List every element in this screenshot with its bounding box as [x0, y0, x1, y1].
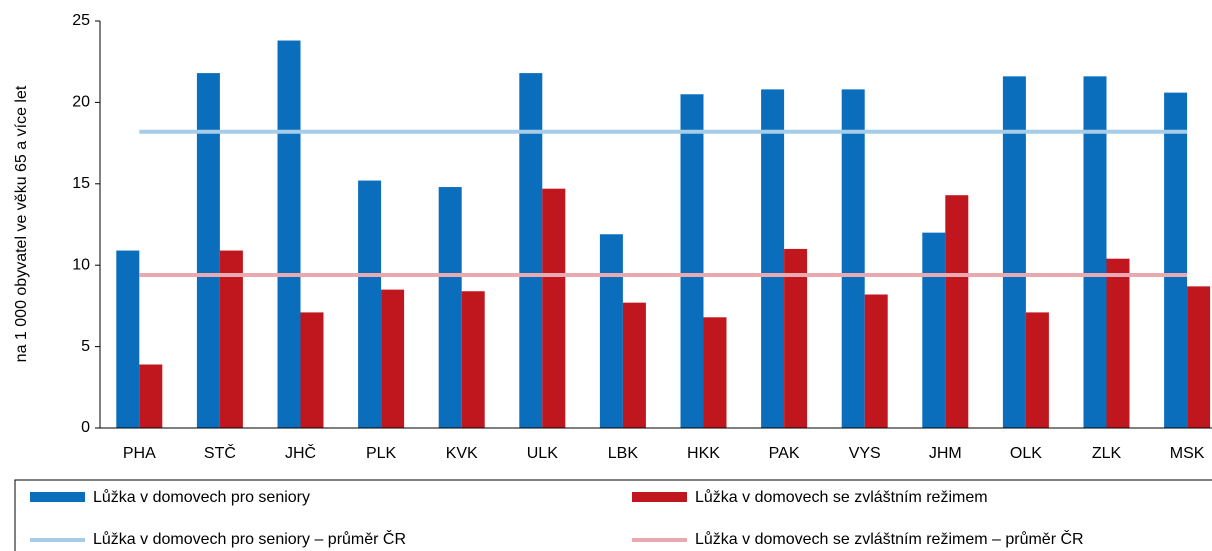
x-tick-label: KVK	[446, 445, 478, 462]
bar	[1187, 286, 1211, 428]
bar	[542, 188, 566, 428]
bar	[784, 248, 808, 428]
bar	[300, 312, 324, 428]
x-tick-label: JHČ	[285, 443, 316, 462]
bar	[864, 294, 888, 428]
bar	[922, 232, 946, 428]
bar	[680, 94, 704, 428]
y-tick-label: 10	[72, 256, 90, 273]
x-tick-label: ULK	[527, 445, 558, 462]
x-tick-label: OLK	[1010, 445, 1042, 462]
x-tick-label: VYS	[849, 445, 881, 462]
y-tick-label: 25	[72, 12, 90, 29]
bar	[1025, 312, 1049, 428]
x-tick-label: MSK	[1170, 445, 1205, 462]
x-tick-label: HKK	[687, 445, 720, 462]
x-tick-label: STČ	[204, 443, 236, 462]
x-tick-label: LBK	[608, 445, 639, 462]
bar	[381, 289, 405, 428]
legend-label: Lůžka v domovech se zvláštním režimem – …	[695, 529, 1084, 548]
bar	[841, 89, 865, 428]
bar	[761, 89, 785, 428]
bar	[277, 40, 301, 428]
x-tick-label: PHA	[123, 445, 156, 462]
legend-label: Lůžka v domovech se zvláštním režimem	[695, 488, 988, 506]
bar	[461, 291, 485, 428]
x-tick-label: JHM	[929, 445, 962, 462]
bar	[438, 187, 462, 428]
legend-label: Lůžka v domovech pro seniory	[93, 488, 310, 506]
y-tick-label: 20	[72, 94, 90, 111]
bar	[139, 364, 163, 428]
bar	[358, 180, 382, 428]
bar	[703, 317, 727, 428]
x-tick-label: PLK	[366, 445, 397, 462]
bar	[519, 73, 543, 428]
bar	[196, 73, 220, 428]
bar	[219, 250, 243, 428]
legend-swatch	[30, 492, 85, 502]
y-tick-label: 5	[81, 338, 90, 355]
legend-box	[14, 479, 1212, 551]
bar	[622, 302, 646, 428]
y-tick-label: 15	[72, 175, 90, 192]
x-tick-label: PAK	[769, 445, 800, 462]
bar	[945, 195, 969, 428]
bar	[1164, 92, 1188, 429]
bar	[1083, 76, 1107, 429]
bar	[599, 234, 623, 428]
y-tick-label: 0	[81, 419, 90, 436]
bar	[1106, 258, 1130, 428]
y-axis-label: na 1 000 obyvatel ve věku 65 a více let	[13, 85, 30, 362]
bar	[116, 250, 140, 428]
legend-label: Lůžka v domovech pro seniory – průměr ČR	[93, 529, 406, 548]
x-tick-label: ZLK	[1092, 445, 1122, 462]
bar	[1002, 76, 1026, 429]
legend-swatch	[632, 492, 687, 502]
